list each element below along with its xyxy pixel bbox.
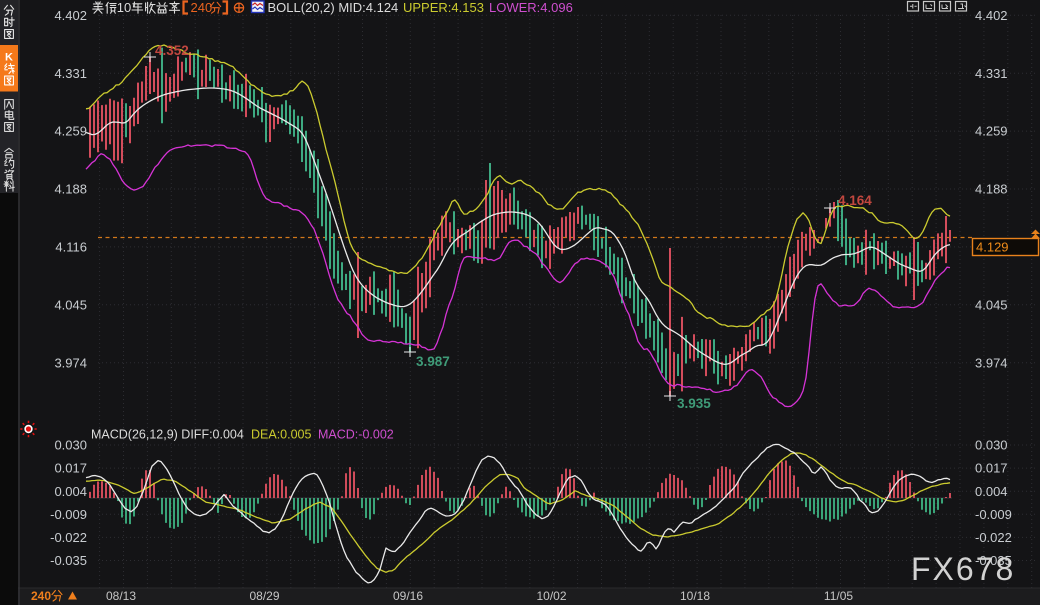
svg-text:4.402: 4.402 bbox=[54, 8, 87, 23]
svg-text:BOLL(20,2) MID:4.124: BOLL(20,2) MID:4.124 bbox=[268, 0, 399, 15]
svg-text:-0.022: -0.022 bbox=[50, 530, 87, 545]
svg-text:09/16: 09/16 bbox=[393, 589, 423, 603]
svg-text:08/13: 08/13 bbox=[106, 589, 136, 603]
svg-text:-0.022: -0.022 bbox=[975, 530, 1012, 545]
svg-text:4.402: 4.402 bbox=[975, 8, 1008, 23]
svg-text:FX678: FX678 bbox=[911, 551, 1015, 587]
svg-text:LOWER:4.096: LOWER:4.096 bbox=[489, 0, 573, 15]
svg-text:10/18: 10/18 bbox=[680, 589, 710, 603]
svg-text:4.259: 4.259 bbox=[54, 124, 87, 139]
svg-text:UPPER:4.153: UPPER:4.153 bbox=[403, 0, 484, 15]
svg-text:0.017: 0.017 bbox=[975, 461, 1008, 476]
svg-text:10/02: 10/02 bbox=[536, 589, 566, 603]
svg-text:4.331: 4.331 bbox=[54, 66, 87, 81]
svg-text:4.188: 4.188 bbox=[975, 182, 1008, 197]
svg-text:3.974: 3.974 bbox=[975, 355, 1008, 370]
svg-text:4.045: 4.045 bbox=[975, 297, 1008, 312]
svg-text:0.030: 0.030 bbox=[54, 438, 87, 453]
svg-text:-0.035: -0.035 bbox=[975, 553, 1012, 568]
svg-text:4.331: 4.331 bbox=[975, 66, 1008, 81]
svg-text:-0.035: -0.035 bbox=[50, 553, 87, 568]
svg-text:10: 10 bbox=[117, 0, 131, 15]
svg-text:0.030: 0.030 bbox=[975, 438, 1008, 453]
svg-text:240: 240 bbox=[31, 589, 51, 603]
svg-text:240: 240 bbox=[191, 0, 213, 15]
svg-text:3.987: 3.987 bbox=[416, 354, 450, 369]
svg-text:4.259: 4.259 bbox=[975, 124, 1008, 139]
svg-text:4.188: 4.188 bbox=[54, 182, 87, 197]
svg-text:-0.009: -0.009 bbox=[975, 507, 1012, 522]
svg-text:0.004: 0.004 bbox=[54, 484, 87, 499]
svg-text:4.116: 4.116 bbox=[55, 240, 87, 255]
svg-text:4.164: 4.164 bbox=[838, 193, 872, 208]
svg-text:MACD:-0.002: MACD:-0.002 bbox=[318, 428, 394, 442]
svg-text:DEA:0.005: DEA:0.005 bbox=[251, 428, 312, 442]
svg-text:K: K bbox=[5, 52, 13, 64]
svg-text:4.129: 4.129 bbox=[976, 240, 1009, 255]
svg-text:11/05: 11/05 bbox=[824, 589, 853, 603]
svg-text:4.045: 4.045 bbox=[54, 297, 87, 312]
svg-text:3.935: 3.935 bbox=[677, 396, 711, 411]
svg-text:3.974: 3.974 bbox=[54, 355, 87, 370]
svg-text:08/29: 08/29 bbox=[249, 589, 279, 603]
svg-text:0.004: 0.004 bbox=[975, 484, 1008, 499]
svg-text:MACD(26,12,9) DIFF:0.004: MACD(26,12,9) DIFF:0.004 bbox=[91, 428, 244, 442]
svg-text:-0.009: -0.009 bbox=[50, 507, 87, 522]
svg-text:0.017: 0.017 bbox=[54, 461, 87, 476]
svg-text:4.352: 4.352 bbox=[155, 43, 189, 58]
